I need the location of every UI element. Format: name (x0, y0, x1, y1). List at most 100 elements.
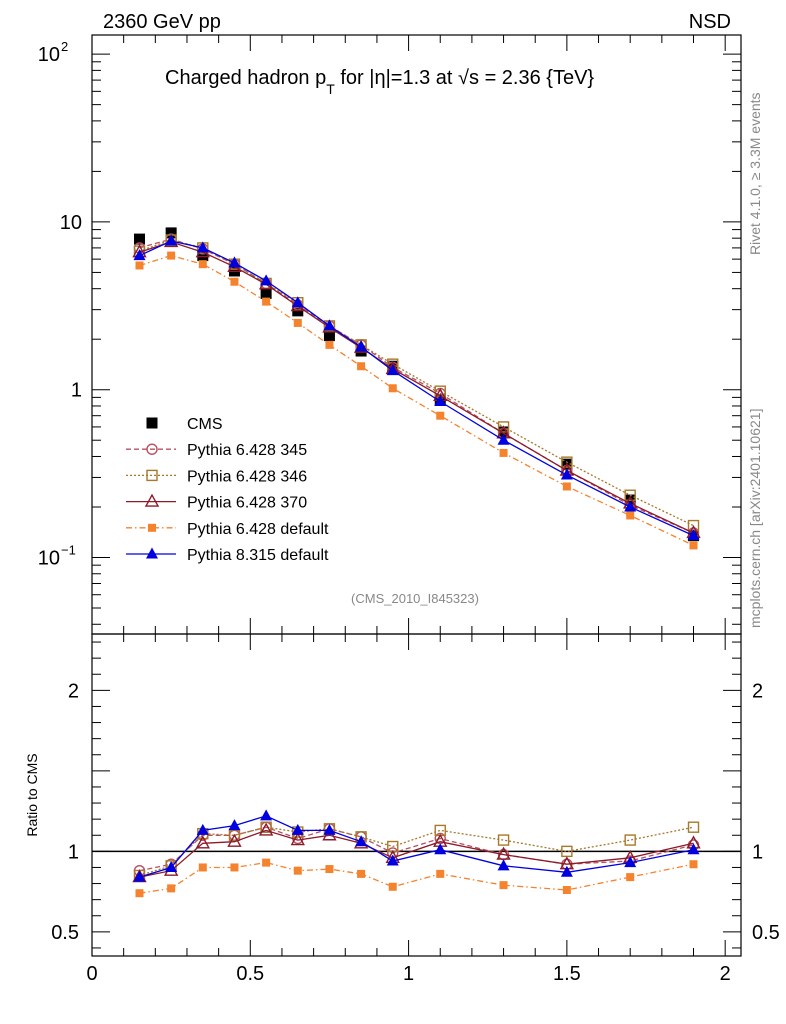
x-tick-labels: 0 0.5 1 1.5 2 (86, 963, 730, 985)
main-point-cms (260, 287, 272, 299)
plot-title-main: Charged hadron p (165, 67, 326, 89)
main-point-cms (133, 233, 145, 245)
ratio-point-pythia-8-315-default (560, 865, 573, 877)
main-point-pythia-8-315-default (355, 340, 368, 352)
header-right: NSD (689, 11, 731, 33)
main-point-pythia-8-315-default (687, 529, 700, 541)
header-left: 2360 GeV pp (103, 11, 221, 33)
ratio-line-pythia-6-428-346 (139, 826, 694, 877)
ratio-line-pythia-6-428-345 (139, 826, 694, 872)
ratio-y-tick-label-right: 1 (752, 841, 763, 863)
ratio-point-pythia-6-428-370 (195, 835, 210, 849)
ratio-ylabel: Ratio to CMS (24, 753, 40, 836)
legend-item-pythia-8-315-default: Pythia 8.315 default (126, 547, 329, 564)
main-series-pythia-8-315-default (133, 234, 700, 541)
main-x-ticks (91, 35, 726, 634)
ratio-point-pythia-6-428-default (562, 885, 571, 894)
plot-title-rest: for |η|=1.3 at √s = 2.36 {TeV} (335, 67, 595, 89)
legend-marker (148, 523, 156, 532)
main-point-pythia-8-315-default (228, 256, 241, 268)
ratio-series-pythia-6-428-default (135, 858, 698, 898)
legend-label: Pythia 6.428 346 (187, 468, 307, 485)
ratio-point-pythia-6-428-default (499, 881, 508, 890)
legend-item-pythia-6-428-default: Pythia 6.428 default (126, 521, 329, 538)
legend-marker (146, 547, 158, 559)
legend-label: Pythia 6.428 default (187, 521, 329, 538)
ratio-y-tick-label: 0.5 (51, 922, 79, 944)
ratio-y-tick-label-right: 2 (752, 680, 763, 702)
main-line-pythia-6-428-370 (139, 241, 694, 534)
main-y-tick-label: 1 (71, 380, 82, 402)
x-tick-label: 1 (403, 963, 414, 985)
ratio-point-pythia-6-428-default (230, 863, 239, 872)
plot-title-sub: T (326, 81, 335, 97)
main-point-cms (197, 250, 209, 262)
legend-item-pythia-6-428-370: Pythia 6.428 370 (126, 493, 307, 512)
ratio-point-pythia-6-428-default (325, 865, 334, 874)
main-y-tick-label: 10 (38, 547, 60, 569)
main-point-pythia-6-428-346 (561, 456, 573, 468)
ratio-point-pythia-8-315-default (228, 819, 241, 831)
main-point-pythia-6-428-default (325, 340, 334, 349)
ratio-point-pythia-8-315-default (260, 809, 273, 821)
ratio-point-pythia-6-428-default (262, 858, 271, 867)
main-point-cms (323, 330, 335, 342)
main-point-pythia-6-428-default (689, 541, 698, 550)
ratio-point-pythia-6-428-default (626, 873, 635, 882)
ratio-point-pythia-8-315-default (196, 823, 209, 835)
ratio-point-pythia-6-428-default (388, 882, 397, 891)
ratio-point-pythia-8-315-default (165, 860, 178, 872)
main-point-pythia-8-315-default (434, 395, 447, 407)
side-label-bottom: mcplots.cern.ch [arXiv:2401.10621] (747, 409, 763, 628)
analysis-tag: (CMS_2010_I845323) (351, 591, 479, 606)
main-point-pythia-6-428-default (135, 261, 144, 270)
main-y-tick-exponent: 2 (61, 39, 68, 54)
legend-marker (146, 443, 158, 455)
main-line-pythia-8-315-default (139, 240, 694, 537)
ratio-point-pythia-6-428-default (689, 860, 698, 869)
ratio-point-pythia-6-428-default (436, 869, 445, 878)
ratio-point-pythia-8-315-default (355, 835, 368, 847)
main-point-pythia-6-428-default (562, 482, 571, 491)
ratio-frame (91, 633, 742, 957)
ratio-line-pythia-8-315-default (139, 815, 694, 878)
main-point-pythia-8-315-default (165, 234, 178, 246)
ratio-point-pythia-6-428-default (167, 884, 176, 893)
ratio-point-pythia-8-315-default (434, 843, 447, 855)
x-tick-label: 0.5 (236, 963, 264, 985)
ratio-y-tick-label: 1 (68, 841, 79, 863)
x-tick-label: 0 (86, 963, 97, 985)
ratio-y-ticks: 0.5 0.5 1 1 2 2 (51, 641, 780, 949)
ratio-point-pythia-8-315-default (323, 823, 336, 835)
main-point-pythia-8-315-default (386, 364, 399, 376)
main-point-pythia-8-315-default (560, 468, 573, 480)
ratio-point-pythia-6-428-370 (496, 846, 511, 860)
x-tick-label: 1.5 (553, 963, 581, 985)
ratio-point-pythia-6-428-346 (260, 821, 272, 833)
main-point-pythia-6-428-346 (497, 421, 510, 433)
main-series-pythia-6-428-default (135, 251, 698, 550)
legend-label: Pythia 6.428 370 (187, 495, 307, 512)
main-point-pythia-6-428-default (167, 251, 176, 260)
legend-label: Pythia 6.428 345 (187, 442, 307, 459)
ratio-point-pythia-8-315-default (386, 854, 399, 866)
main-point-pythia-8-315-default (497, 433, 510, 445)
main-point-pythia-6-428-default (230, 277, 239, 286)
ratio-series-pythia-8-315-default (133, 809, 700, 882)
ratio-line-pythia-6-428-370 (139, 829, 694, 878)
ratio-line-pythia-6-428-default (139, 861, 694, 894)
ratio-point-pythia-6-428-370 (290, 832, 305, 846)
main-point-pythia-8-315-default (133, 249, 146, 261)
main-point-pythia-8-315-default (196, 241, 209, 253)
ratio-series-pythia-6-428-370 (132, 822, 701, 883)
ratio-y-tick-label-right: 0.5 (752, 922, 780, 944)
main-line-pythia-6-428-default (139, 254, 694, 546)
main-point-pythia-8-315-default (323, 319, 336, 331)
main-point-pythia-6-428-default (388, 384, 397, 393)
ratio-point-pythia-8-315-default (133, 870, 146, 882)
ratio-panel: 0.5 0.5 1 1 2 2 0 0.5 1 1.5 2 (51, 633, 780, 985)
side-label-top: Rivet 4.1.0, ≥ 3.3M events (747, 92, 763, 255)
